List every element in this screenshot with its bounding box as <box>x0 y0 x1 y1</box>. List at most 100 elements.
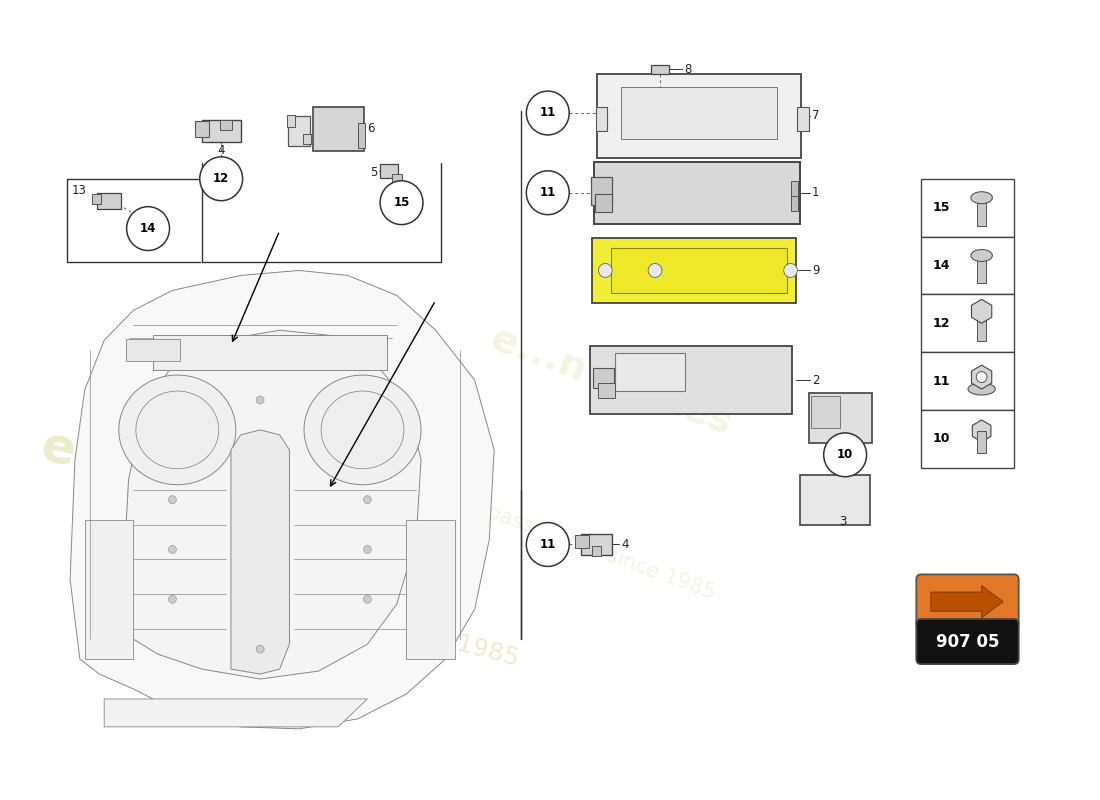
Bar <box>811 396 840 428</box>
Polygon shape <box>972 420 991 442</box>
Ellipse shape <box>304 375 421 485</box>
Circle shape <box>977 371 987 382</box>
Bar <box>595 194 612 212</box>
Text: 12: 12 <box>213 172 229 186</box>
Text: 9: 9 <box>812 264 820 277</box>
Text: 907 05: 907 05 <box>936 633 999 650</box>
Bar <box>651 65 669 74</box>
Bar <box>287 115 295 127</box>
Text: 4: 4 <box>620 538 628 551</box>
Polygon shape <box>153 335 387 370</box>
Circle shape <box>168 546 176 554</box>
Text: 2: 2 <box>812 374 820 386</box>
Polygon shape <box>971 365 992 389</box>
Bar <box>392 174 402 184</box>
Text: 11: 11 <box>540 186 556 199</box>
Text: 1: 1 <box>812 186 820 199</box>
Polygon shape <box>104 699 367 727</box>
Polygon shape <box>231 430 289 674</box>
Text: 12: 12 <box>933 317 950 330</box>
Circle shape <box>526 91 569 135</box>
Bar <box>808 393 872 443</box>
Circle shape <box>598 263 612 278</box>
Bar <box>381 164 397 178</box>
Bar <box>921 294 1014 352</box>
Text: e...n partes: e...n partes <box>37 422 366 537</box>
Text: a passion par since 1985: a passion par since 1985 <box>465 495 717 603</box>
Text: 11: 11 <box>540 538 556 551</box>
Text: 5: 5 <box>370 166 377 179</box>
Polygon shape <box>70 270 494 729</box>
Text: 15: 15 <box>933 201 950 214</box>
Bar <box>581 534 612 555</box>
Circle shape <box>363 496 372 504</box>
FancyBboxPatch shape <box>916 619 1019 664</box>
Bar <box>592 546 602 557</box>
Text: 13: 13 <box>72 184 87 198</box>
Bar <box>921 178 1014 237</box>
Circle shape <box>200 157 243 201</box>
Bar <box>798 107 810 131</box>
Text: 3: 3 <box>839 515 847 528</box>
Circle shape <box>783 263 798 278</box>
Bar <box>98 193 121 209</box>
Bar <box>312 107 363 151</box>
Bar <box>195 121 209 137</box>
Bar <box>592 238 796 303</box>
Bar <box>220 120 232 130</box>
Circle shape <box>648 263 662 278</box>
FancyBboxPatch shape <box>916 574 1019 628</box>
Bar <box>201 120 241 142</box>
Bar <box>304 134 311 144</box>
Text: 11: 11 <box>933 374 950 387</box>
Text: a passion par since 1985: a passion par since 1985 <box>213 567 521 671</box>
Bar <box>620 87 777 139</box>
Bar <box>977 314 987 342</box>
Bar <box>595 107 607 131</box>
Bar <box>977 198 987 226</box>
Bar <box>590 346 792 414</box>
Text: 6: 6 <box>367 122 375 135</box>
Bar <box>575 534 589 549</box>
Text: 10: 10 <box>933 432 950 446</box>
Ellipse shape <box>321 391 404 469</box>
Bar <box>593 368 614 388</box>
Ellipse shape <box>971 192 992 204</box>
Bar <box>791 181 799 201</box>
Circle shape <box>168 595 176 603</box>
Polygon shape <box>971 299 992 323</box>
Bar <box>921 410 1014 468</box>
Bar <box>596 74 801 158</box>
Circle shape <box>363 546 372 554</box>
Polygon shape <box>931 586 1003 618</box>
Bar <box>801 474 870 525</box>
Bar <box>977 431 987 453</box>
Text: 11: 11 <box>540 106 556 119</box>
Circle shape <box>526 522 569 566</box>
Polygon shape <box>406 519 455 659</box>
Ellipse shape <box>136 391 219 469</box>
Ellipse shape <box>971 250 992 262</box>
Bar <box>288 116 310 146</box>
Text: 15: 15 <box>394 196 409 209</box>
Polygon shape <box>123 330 421 679</box>
Bar <box>126 339 179 361</box>
Bar <box>612 248 786 293</box>
Bar <box>791 196 799 211</box>
Circle shape <box>363 595 372 603</box>
Text: e...n partes: e...n partes <box>486 319 737 442</box>
Text: 14: 14 <box>933 259 950 272</box>
Bar <box>594 162 801 224</box>
Text: 7: 7 <box>812 110 820 122</box>
Bar <box>591 177 612 205</box>
Circle shape <box>526 170 569 214</box>
Circle shape <box>168 496 176 504</box>
Bar <box>615 353 685 391</box>
Bar <box>91 194 101 204</box>
Bar <box>977 255 987 283</box>
Ellipse shape <box>119 375 235 485</box>
Text: 10: 10 <box>837 448 854 462</box>
Ellipse shape <box>968 383 996 395</box>
Circle shape <box>256 396 264 404</box>
Bar <box>597 382 615 398</box>
